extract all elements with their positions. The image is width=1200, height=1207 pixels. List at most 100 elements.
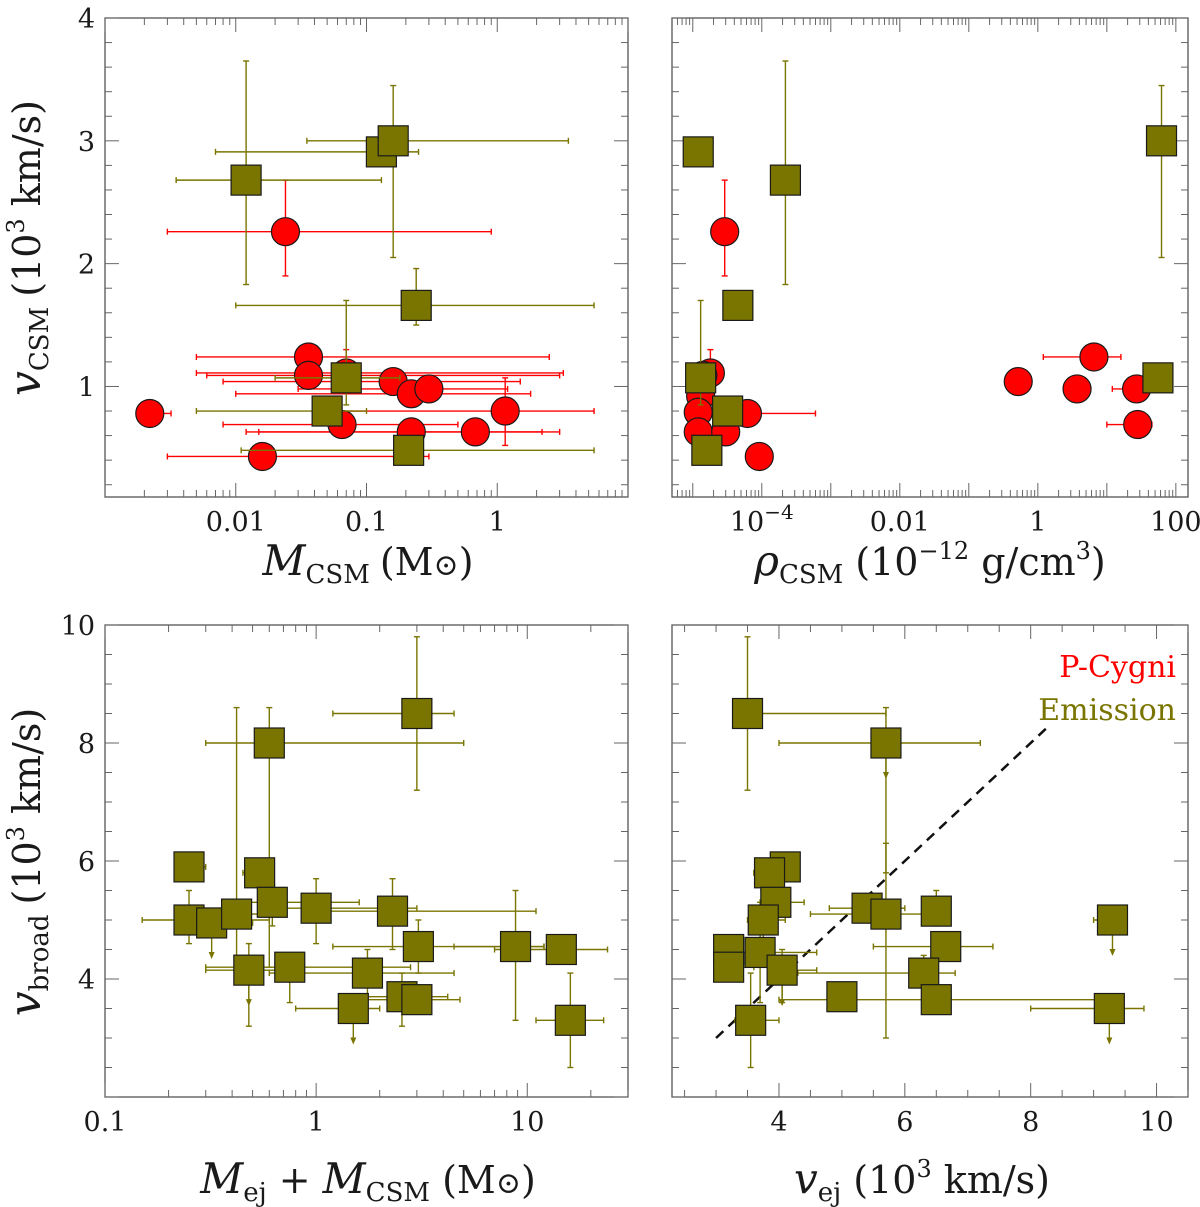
axis-ticks <box>672 624 1189 1098</box>
axis-ticks <box>104 17 629 497</box>
x-tick-label: 10 <box>510 1107 544 1138</box>
data-point-emission <box>401 697 433 730</box>
upper-limit-arrowhead <box>882 772 889 779</box>
data-point-pcygni <box>293 360 324 391</box>
data-point-emission <box>870 727 902 759</box>
y-tick-label: 1 <box>78 372 95 403</box>
data-point-emission <box>393 434 425 466</box>
data-point-emission <box>173 851 205 883</box>
legend: P-Cygni Emission <box>1038 650 1176 728</box>
x-axis-label-bottom-right: vej (103 km/s) <box>794 1154 1050 1207</box>
y-tick-label: 3 <box>78 127 95 158</box>
data-point-emission <box>337 992 369 1025</box>
data-point-emission <box>747 904 779 936</box>
data-point-emission <box>554 1004 586 1036</box>
y-axis-label-bottom: vbroad(103 km/s) <box>0 708 55 1016</box>
data-point-pcygni <box>414 374 444 404</box>
y-tick-label: 10 <box>61 611 95 642</box>
data-point-emission <box>769 164 802 196</box>
data-point-emission <box>766 954 798 986</box>
data-point-pcygni <box>490 396 520 426</box>
upper-limit-arrowhead <box>245 999 252 1007</box>
y-tick-label: 4 <box>78 4 95 35</box>
data-point-emission <box>300 892 332 924</box>
data-point-emission <box>376 895 409 927</box>
axis-ticks <box>672 17 1188 497</box>
data-point-emission <box>400 289 432 321</box>
x-tick-label: 0.1 <box>84 1107 127 1138</box>
plot-frame <box>671 17 1189 498</box>
data-point-emission <box>499 930 532 963</box>
data-point-emission <box>1093 992 1125 1025</box>
data-point-pcygni <box>460 417 490 447</box>
x-axis-label-top-left: MCSM (M⊙) <box>261 536 473 590</box>
upper-limit-arrowhead <box>779 999 786 1007</box>
panel-bottom-left: 0.1 1 10 4 6 8 10 <box>61 611 629 1138</box>
svg-text:vCSM(103 km/s): vCSM(103 km/s) <box>0 100 55 396</box>
data-point-emission <box>253 727 285 759</box>
x-tick-label: 100 <box>1150 507 1200 538</box>
x-tick-label: 4 <box>770 1107 787 1138</box>
data-point-emission <box>691 434 723 466</box>
data-point-emission <box>545 933 577 966</box>
data-point-emission <box>274 951 306 983</box>
data-point-pcygni <box>1062 374 1092 404</box>
data-point-pcygni <box>247 441 278 472</box>
x-tick-label: 1 <box>489 507 506 538</box>
data-point-pcygni <box>1003 366 1033 397</box>
y-tick-label: 2 <box>78 250 95 281</box>
x-tick-label: 0.01 <box>870 507 930 538</box>
y-tick-label: 4 <box>78 965 95 996</box>
data-point-emission <box>311 395 343 427</box>
x-axis-label-bottom-left: Mej + MCSM (M⊙) <box>199 1154 536 1207</box>
data-point-emission <box>920 895 952 927</box>
series-emission <box>682 60 1178 466</box>
y-tick-label: 6 <box>78 847 95 878</box>
series-emission <box>713 636 1145 1069</box>
data-point-emission <box>330 362 362 394</box>
upper-limit-arrowhead <box>208 951 215 959</box>
data-point-pcygni <box>710 217 740 247</box>
data-point-emission <box>870 898 902 930</box>
x-tick-label: 10 <box>1139 1107 1173 1138</box>
data-point-emission <box>230 164 262 196</box>
y-axis-label-top: vCSM(103 km/s) <box>0 100 55 396</box>
data-point-emission <box>351 957 384 989</box>
data-point-emission <box>377 125 409 157</box>
axis-ticks <box>104 624 629 1098</box>
x-tick-label: 1 <box>1029 507 1046 538</box>
data-point-emission <box>712 395 744 427</box>
data-point-emission <box>1145 125 1178 157</box>
data-point-emission <box>731 697 764 730</box>
data-point-pcygni <box>1079 342 1109 372</box>
legend-pcygni: P-Cygni <box>1059 650 1176 685</box>
data-point-emission <box>753 857 786 889</box>
x-tick-label: 0.01 <box>206 507 266 538</box>
data-point-emission <box>735 1004 767 1036</box>
panel-top-left: 0.01 0.1 1 1 2 3 4 <box>78 4 629 538</box>
series-emission <box>175 60 595 466</box>
series-emission <box>141 636 609 1069</box>
x-tick-label: 8 <box>1022 1107 1039 1138</box>
upper-limit-arrowhead <box>1109 949 1116 956</box>
data-point-emission <box>908 957 940 989</box>
series-p-cygni <box>683 179 1153 472</box>
y-tick-label: 8 <box>78 729 95 760</box>
data-point-emission <box>402 930 434 963</box>
data-point-pcygni <box>270 217 301 247</box>
x-tick-label: 10−4 <box>730 500 794 538</box>
upper-limit-arrowhead <box>350 1037 357 1045</box>
data-point-emission <box>1096 904 1129 936</box>
one-to-one-line <box>715 724 1051 1039</box>
data-point-emission <box>256 886 288 918</box>
series-p-cygni <box>135 179 595 472</box>
legend-emission: Emission <box>1038 693 1176 728</box>
data-point-emission <box>682 136 714 168</box>
data-point-emission <box>1142 362 1174 394</box>
x-axis-label-top-right: ρCSM (10−12 g/cm3) <box>753 536 1106 590</box>
panel-top-right: 10−4 0.01 1 100 <box>671 17 1200 538</box>
upper-limit-arrowhead <box>1106 1037 1113 1045</box>
data-point-emission <box>722 289 754 321</box>
data-point-emission <box>401 984 433 1016</box>
